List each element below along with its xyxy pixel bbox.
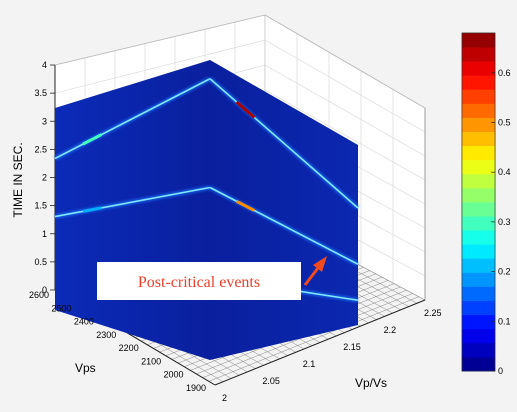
- x-tick-label: 2400: [74, 317, 94, 327]
- colorbar-band: [462, 216, 495, 231]
- colorbar-band: [462, 272, 495, 287]
- annotation-text: Post-critical events: [138, 274, 260, 291]
- colorbar-band: [462, 244, 495, 259]
- colorbar-tick-labels: 0 0.1 0.2 0.3 0.4 0.5 0.6: [491, 68, 511, 376]
- event-curve: [209, 186, 359, 265]
- wall-grid-line: [264, 39, 426, 133]
- event-peak: [235, 100, 256, 119]
- z-tick-labels: 0 0.5 1 1.5 2 2.5 3 3.5 4: [34, 60, 55, 295]
- event-peak: [82, 206, 102, 213]
- x-tick-label: 2600: [29, 290, 49, 300]
- z-axis-label: TIME IN SEC.: [11, 142, 25, 217]
- colorbar-band: [462, 145, 495, 161]
- annotation-arrow: [303, 256, 327, 286]
- event-curve: [209, 78, 359, 209]
- x-tick-label: 2300: [96, 330, 116, 340]
- annotation-box: [97, 262, 301, 300]
- colorbar-band: [462, 131, 495, 147]
- floor-grid-line: [208, 296, 419, 382]
- colorbar-band: [462, 33, 495, 48]
- y-tick-label: 2.2: [384, 325, 397, 335]
- x-axis-label: Vps: [75, 361, 96, 375]
- colorbar-band: [462, 258, 495, 273]
- x-tick-label: 2200: [119, 343, 139, 353]
- event-curve: [54, 186, 211, 218]
- z-tick-label: 4: [42, 60, 47, 70]
- colorbar-frame: [461, 32, 496, 372]
- z-tick-label: 2: [42, 173, 47, 183]
- colorbar-tick-label: 0.3: [498, 217, 511, 227]
- colorbar: 0 0.1 0.2 0.3 0.4 0.5 0.6: [461, 32, 511, 376]
- colorbar-band: [462, 342, 495, 358]
- y-tick-labels: 2 2.05 2.1 2.15 2.2 2.25: [222, 308, 442, 403]
- z-tick-label: 1.5: [34, 201, 47, 211]
- colorbar-tick-label: 0.5: [498, 117, 511, 127]
- x-tick-label: 2100: [141, 356, 161, 366]
- x-tick-label: 2000: [164, 370, 184, 380]
- z-tick-label: 0.5: [34, 257, 47, 267]
- z-tick-label: 2.5: [34, 144, 47, 154]
- colorbar-band: [462, 356, 495, 372]
- z-tick-label: 3.5: [34, 88, 47, 98]
- y-axis-label: Vp/Vs: [355, 376, 387, 390]
- colorbar-band: [462, 61, 495, 76]
- colorbar-tick-label: 0: [498, 366, 503, 376]
- colorbar-band: [462, 159, 495, 175]
- box-edge-top-right: [264, 14, 426, 109]
- y-tick-label: 2: [222, 393, 227, 403]
- y-tick-label: 2.25: [424, 308, 442, 318]
- event-curve: [54, 78, 211, 160]
- colorbar-bands: [461, 32, 496, 372]
- wall-grid-line: [264, 64, 426, 157]
- colorbar-tick-label: 0.4: [498, 167, 511, 177]
- colorbar-tick-label: 0.2: [498, 267, 511, 277]
- colorbar-band: [462, 300, 495, 316]
- colorbar-band: [462, 173, 495, 189]
- colorbar-tick-label: 0.1: [498, 316, 511, 326]
- colorbar-tick-label: 0.6: [498, 68, 511, 78]
- box-edge-top-left: [54, 14, 266, 66]
- z-tick-label: 3: [42, 116, 47, 126]
- z-tick-label: 1: [42, 229, 47, 239]
- colorbar-band: [462, 202, 495, 217]
- colorbar-band: [462, 75, 495, 90]
- colorbar-band: [462, 314, 495, 330]
- colorbar-band: [462, 230, 495, 245]
- colorbar-band: [462, 47, 495, 62]
- colorbar-band: [462, 187, 495, 203]
- y-tick-label: 2.1: [303, 359, 316, 369]
- event-peak: [235, 199, 256, 212]
- y-tick-label: 2.05: [262, 376, 280, 386]
- z-tick-label: 0: [42, 285, 47, 295]
- colorbar-band: [462, 286, 495, 301]
- event-peak: [82, 133, 103, 146]
- colorbar-band: [462, 103, 495, 118]
- colorbar-band: [462, 117, 495, 132]
- wall-grid-line: [264, 89, 426, 181]
- colorbar-band: [462, 89, 495, 104]
- x-tick-label: 1900: [186, 383, 206, 393]
- box-edge-front-vpvs: [214, 299, 426, 386]
- wall-grid-line: [54, 39, 266, 94]
- y-tick-label: 2.15: [343, 342, 361, 352]
- x-tick-label: 2500: [51, 303, 71, 313]
- colorbar-band: [462, 328, 495, 344]
